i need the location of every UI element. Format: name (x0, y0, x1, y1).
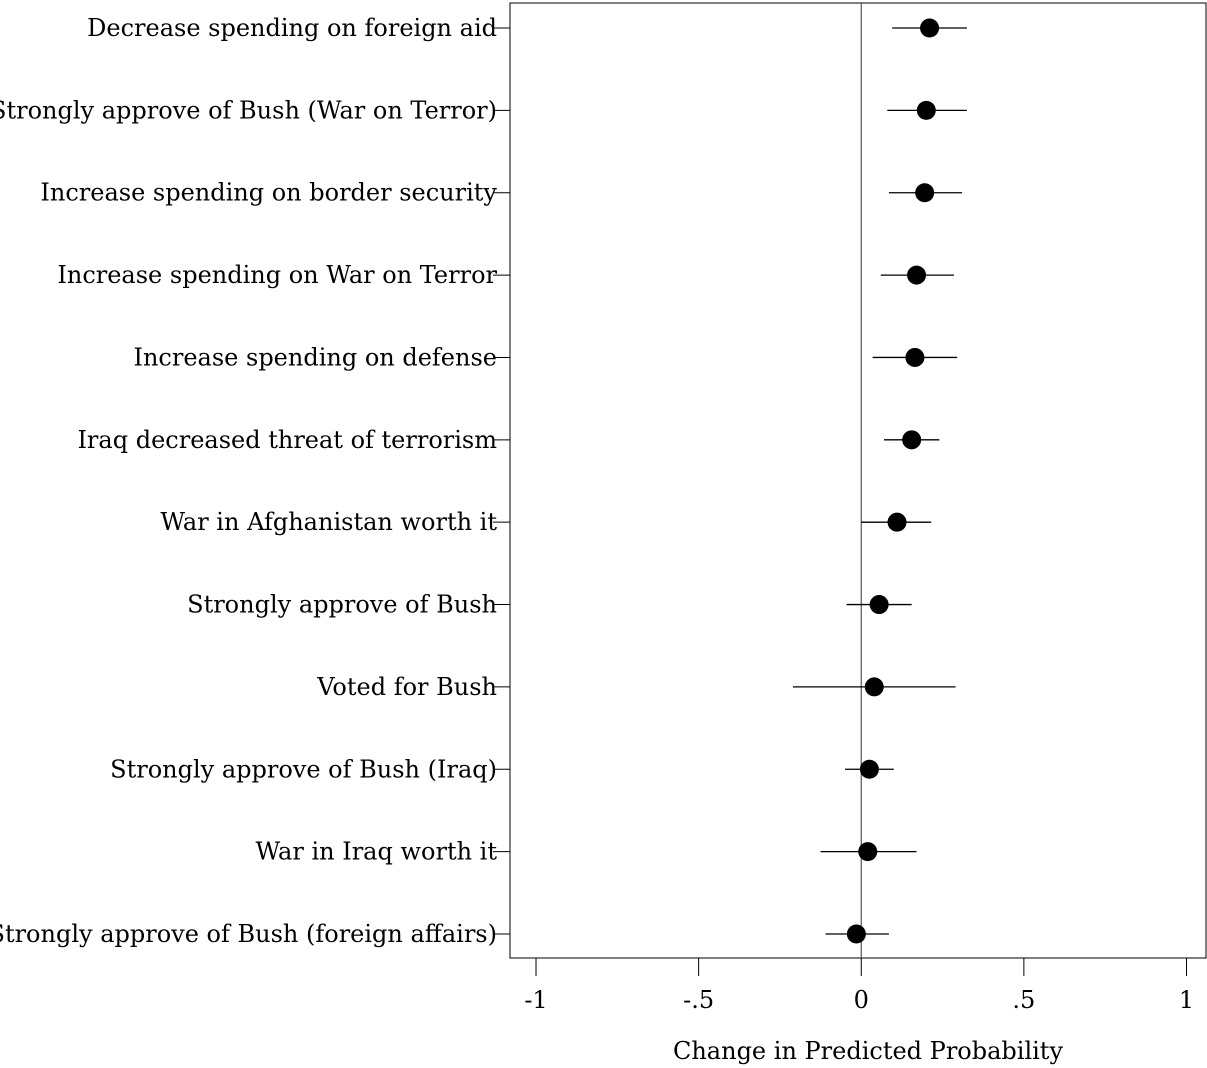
plot-row: War in Afghanistan worth it (160, 508, 932, 536)
x-tick-label: -.5 (683, 986, 714, 1014)
x-axis-title: Change in Predicted Probability (673, 1037, 1063, 1065)
x-axis-ticks: -1 -.5 0 .5 1 (524, 958, 1194, 1014)
point-estimate (846, 924, 866, 944)
point-estimate (902, 430, 922, 450)
point-estimate (887, 512, 907, 532)
point-estimate (905, 347, 925, 367)
y-category-label: Strongly approve of Bush (War on Terror) (0, 96, 497, 124)
y-category-label: Strongly approve of Bush (foreign affair… (0, 920, 497, 948)
x-tick-label: 0 (854, 986, 869, 1014)
point-estimate (869, 595, 889, 615)
point-estimate (907, 265, 927, 285)
y-category-label: Iraq decreased threat of terrorism (77, 426, 497, 454)
x-tick-label: 1 (1179, 986, 1194, 1014)
plot-row: Iraq decreased threat of terrorism (77, 426, 940, 454)
y-category-label: Decrease spending on foreign aid (87, 14, 497, 42)
plot-row: Strongly approve of Bush (foreign affair… (0, 920, 889, 948)
y-category-label: War in Iraq worth it (255, 838, 497, 866)
plot-row: Strongly approve of Bush (187, 591, 912, 619)
plot-row: Decrease spending on foreign aid (87, 14, 967, 42)
x-tick-label: -1 (524, 986, 547, 1014)
y-category-label: Strongly approve of Bush (187, 591, 497, 619)
plot-row: Increase spending on defense (133, 343, 958, 371)
y-category-label: Voted for Bush (316, 673, 497, 701)
plot-frame (509, 2, 1207, 959)
point-estimate (915, 183, 935, 203)
y-category-label: Increase spending on border security (40, 179, 497, 207)
plot-rows: Decrease spending on foreign aid Strongly… (0, 14, 967, 948)
y-category-label: War in Afghanistan worth it (160, 508, 497, 536)
plot-row: Increase spending on War on Terror (57, 261, 954, 289)
x-tick-label: .5 (1012, 986, 1035, 1014)
point-estimate (859, 759, 879, 779)
point-estimate (916, 100, 936, 120)
point-estimate (864, 677, 884, 697)
plot-row: Increase spending on border security (40, 179, 963, 207)
plot-row: War in Iraq worth it (255, 838, 917, 866)
y-category-label: Increase spending on defense (133, 343, 497, 371)
plot-row: Voted for Bush (316, 673, 956, 701)
plot-row: Strongly approve of Bush (War on Terror) (0, 96, 967, 124)
point-estimate (920, 18, 940, 38)
y-category-label: Strongly approve of Bush (Iraq) (110, 755, 497, 783)
y-category-label: Increase spending on War on Terror (57, 261, 497, 289)
point-estimate (858, 842, 878, 862)
plot-row: Strongly approve of Bush (Iraq) (110, 755, 894, 783)
